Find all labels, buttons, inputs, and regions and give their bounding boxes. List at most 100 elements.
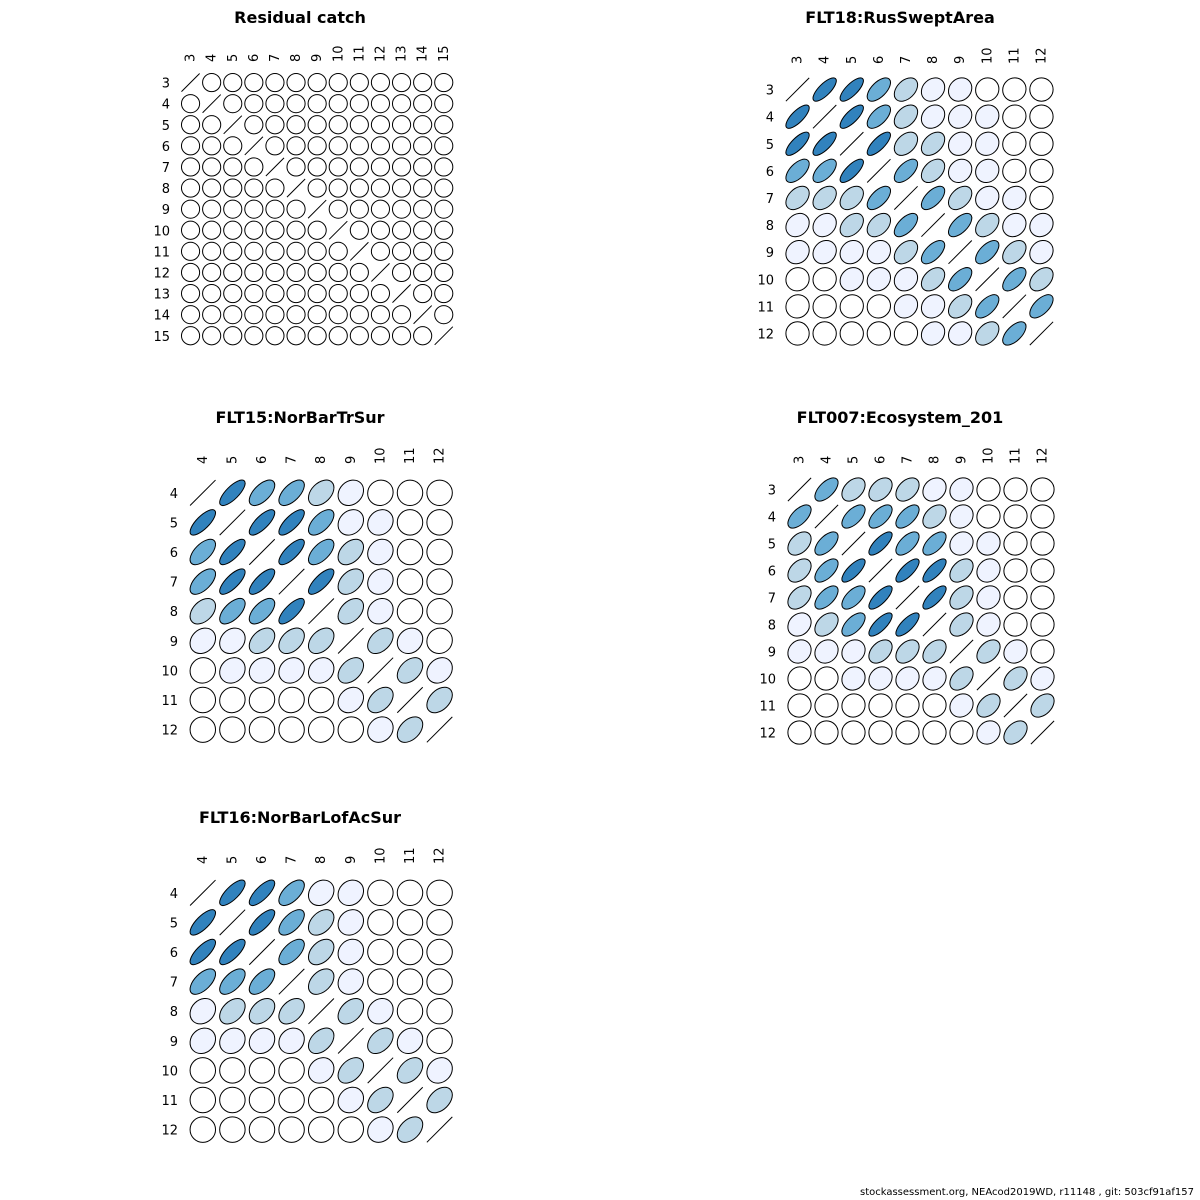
column-label: 9 — [953, 56, 968, 64]
diagonal-mark — [976, 666, 1001, 691]
correlation-ellipse — [1029, 104, 1054, 129]
correlation-ellipse — [839, 212, 864, 238]
correlation-ellipse — [370, 115, 391, 135]
correlation-ellipse — [785, 185, 810, 211]
diagonal-mark — [189, 479, 216, 506]
diagonal-mark — [785, 77, 810, 102]
diagonal-mark — [893, 185, 918, 210]
correlation-ellipse — [426, 909, 453, 936]
correlation-ellipse — [976, 531, 1001, 556]
diagonal-mark — [1030, 720, 1055, 745]
correlation-ellipse — [1003, 504, 1028, 529]
correlation-ellipse — [286, 326, 306, 346]
correlation-ellipse — [307, 115, 327, 135]
correlation-ellipse — [391, 262, 412, 283]
correlation-ellipse — [1030, 504, 1055, 529]
correlation-ellipse — [367, 997, 394, 1025]
correlation-ellipse — [265, 136, 285, 156]
correlation-ellipse — [975, 239, 1000, 265]
correlation-panel-4: FLT007:Ecosystem_201 3 3 4 4 5 5 6 6 7 7 8 8 9 9 10 10 11… — [759, 408, 1055, 745]
diagonal-mark — [337, 1027, 364, 1054]
correlation-ellipse — [895, 531, 920, 556]
correlation-ellipse — [1030, 693, 1055, 718]
correlation-ellipse — [975, 131, 1000, 156]
column-label: 7 — [268, 54, 283, 62]
correlation-ellipse — [434, 283, 454, 304]
correlation-ellipse — [248, 568, 276, 595]
correlation-ellipse — [307, 94, 327, 114]
correlation-ellipse — [307, 305, 327, 325]
column-label: 9 — [955, 456, 970, 464]
column-label: 10 — [331, 45, 346, 62]
correlation-ellipse — [337, 509, 365, 536]
column-label: 9 — [344, 456, 359, 464]
correlation-ellipse — [278, 509, 305, 536]
correlation-ellipse — [391, 326, 412, 346]
panel-title: FLT16:NorBarLofAcSur — [199, 808, 401, 827]
correlation-ellipse — [975, 158, 1000, 184]
correlation-ellipse — [248, 597, 276, 625]
correlation-ellipse — [920, 267, 946, 292]
correlation-ellipse — [189, 1027, 217, 1055]
correlation-ellipse — [367, 968, 394, 995]
correlation-ellipse — [219, 1027, 246, 1055]
correlation-ellipse — [413, 72, 433, 93]
correlation-ellipse — [307, 716, 335, 743]
correlation-ellipse — [278, 1057, 305, 1084]
correlation-ellipse — [223, 136, 243, 156]
row-label: 4 — [768, 511, 776, 526]
row-label: 12 — [161, 724, 178, 739]
correlation-ellipse — [286, 283, 306, 304]
correlation-ellipse — [223, 262, 243, 283]
correlation-ellipse — [223, 241, 243, 261]
correlation-ellipse — [278, 879, 305, 907]
correlation-ellipse — [975, 185, 1000, 211]
correlation-ellipse — [812, 239, 837, 265]
column-label: 6 — [255, 456, 270, 464]
correlation-ellipse — [278, 479, 305, 507]
correlation-ellipse — [947, 185, 973, 211]
correlation-ellipse — [976, 693, 1001, 718]
correlation-ellipse — [370, 326, 391, 346]
correlation-ellipse — [976, 504, 1001, 529]
correlation-ellipse — [434, 178, 454, 198]
correlation-ellipse — [349, 94, 369, 114]
correlation-ellipse — [841, 558, 866, 583]
correlation-ellipse — [1002, 104, 1027, 129]
correlation-ellipse — [1002, 212, 1027, 238]
correlation-ellipse — [265, 326, 285, 346]
correlation-ellipse — [413, 178, 433, 198]
diagonal-mark — [248, 538, 276, 566]
diagonal-mark — [278, 568, 305, 595]
correlation-ellipse — [949, 504, 974, 529]
diagonal-mark — [1003, 693, 1028, 718]
correlation-ellipse — [244, 262, 264, 283]
correlation-ellipse — [1002, 321, 1027, 346]
correlation-ellipse — [396, 909, 424, 936]
correlation-ellipse — [787, 639, 812, 664]
correlation-ellipse — [426, 657, 453, 684]
correlation-panel-1: Residual catch33445566778899101011111212… — [153, 8, 454, 346]
row-label: 6 — [170, 946, 178, 961]
column-label: 5 — [845, 56, 860, 64]
correlation-ellipse — [866, 267, 892, 292]
correlation-ellipse — [286, 262, 306, 283]
column-label: 10 — [982, 447, 997, 464]
correlation-ellipse — [370, 220, 391, 240]
correlation-ellipse — [866, 321, 892, 346]
correlation-ellipse — [202, 241, 222, 261]
diagonal-mark — [426, 716, 453, 743]
panel-title: Residual catch — [234, 8, 366, 27]
correlation-ellipse — [337, 479, 365, 507]
row-label: 10 — [153, 224, 170, 239]
row-label: 10 — [757, 273, 774, 288]
correlation-ellipse — [349, 157, 369, 177]
correlation-ellipse — [180, 157, 201, 177]
correlation-ellipse — [391, 72, 412, 93]
correlation-ellipse — [396, 938, 424, 966]
row-label: 9 — [170, 635, 178, 650]
correlation-ellipse — [866, 185, 892, 211]
correlation-ellipse — [1002, 267, 1027, 292]
correlation-ellipse — [866, 212, 892, 238]
correlation-ellipse — [219, 1057, 246, 1084]
